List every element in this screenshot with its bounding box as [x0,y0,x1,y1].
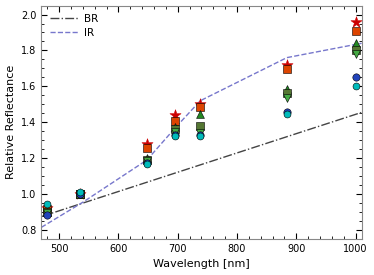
Point [44,210,50,214]
Point [172,125,178,129]
Point [172,127,178,132]
IR [39,226,44,229]
Point [77,192,83,196]
Point [172,113,178,117]
Point [44,206,50,211]
Point [77,192,83,196]
Point [172,133,178,137]
Point [77,190,83,194]
Point [284,63,290,67]
Point [77,192,83,196]
Point [144,159,150,163]
Point [284,87,290,91]
Point [44,202,50,206]
Point [172,119,178,123]
Point [44,207,50,211]
Point [197,134,203,138]
Point [144,161,150,165]
Point [44,213,50,217]
Legend: BR, IR: BR, IR [46,11,101,41]
IR [285,56,289,59]
Point [353,20,359,24]
Point [284,67,290,72]
Point [284,90,290,95]
Point [353,41,359,45]
Point [77,192,83,196]
Line: IR: IR [42,43,362,227]
Point [197,102,203,106]
Point [172,130,178,134]
Point [197,133,203,137]
Point [353,29,359,33]
Point [284,96,290,100]
IR [81,200,85,204]
Point [284,110,290,115]
Y-axis label: Relative Reflectance: Relative Reflectance [6,65,16,179]
Point [77,192,83,196]
Point [144,146,150,150]
Point [284,112,290,116]
Point [144,158,150,162]
X-axis label: Wavelength [nm]: Wavelength [nm] [153,259,250,270]
IR [359,42,364,45]
Point [353,84,359,89]
Point [197,124,203,128]
Point [77,192,83,196]
IR [198,99,202,102]
Point [144,156,150,160]
Point [172,134,178,138]
Point [44,211,50,215]
IR [173,126,178,129]
IR [145,158,149,162]
Point [353,75,359,79]
Point [353,48,359,53]
Point [44,210,50,214]
Point [197,105,203,109]
Point [197,131,203,135]
Point [144,142,150,146]
Point [144,161,150,166]
Point [197,112,203,116]
Point [353,52,359,56]
